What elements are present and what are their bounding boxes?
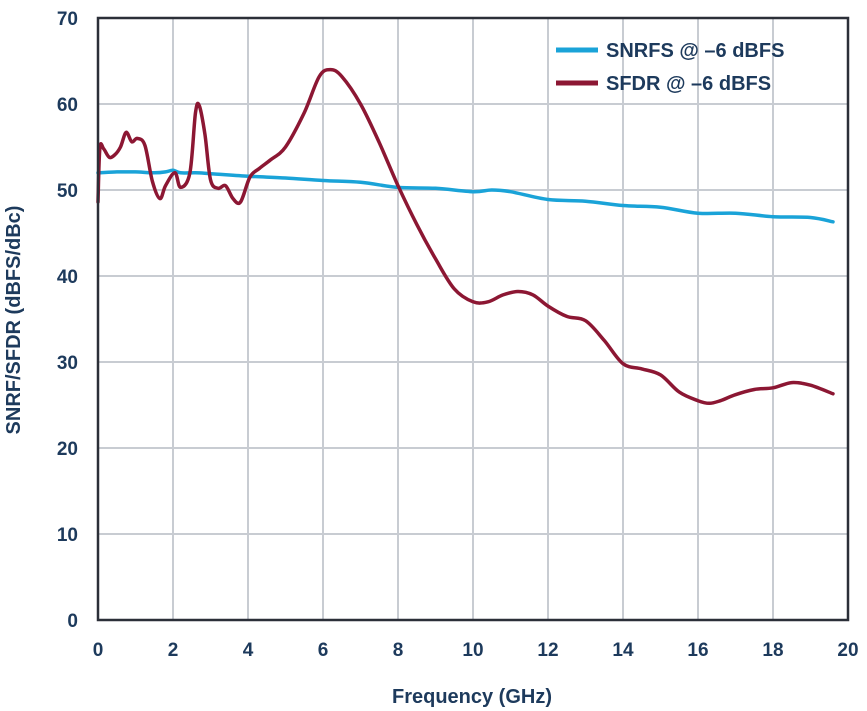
y-axis-ticks: 0 10 20 30 40 50 60 70 [57,9,78,632]
y-tick-label: 40 [57,267,78,288]
legend-label-1: SNRFS @ –6 dBFS [606,40,784,62]
x-axis-ticks: 0 2 4 6 8 10 12 14 16 18 20 [93,640,859,661]
x-tick-label: 12 [537,640,558,661]
plot-area [96,67,835,406]
x-tick-label: 0 [93,640,104,661]
x-tick-label: 6 [318,640,329,661]
y-tick-label: 10 [57,525,78,546]
y-tick-label: 50 [57,181,78,202]
y-axis-title: SNRF/SFDR (dBFS/dBc) [3,206,25,435]
y-tick-label: 70 [57,9,78,30]
legend: SNRFS @ –6 dBFS SFDR @ –6 dBFS [556,40,784,95]
x-tick-label: 10 [462,640,483,661]
x-tick-label: 8 [393,640,404,661]
legend-label-2: SFDR @ –6 dBFS [606,73,771,95]
y-tick-label: 60 [57,95,78,116]
x-tick-label: 4 [243,640,254,661]
x-axis-title: Frequency (GHz) [392,686,552,708]
x-tick-label: 16 [687,640,708,661]
x-tick-label: 2 [168,640,179,661]
y-tick-label: 20 [57,439,78,460]
series-line-1 [96,168,835,224]
plot-frame [96,16,850,622]
y-tick-label: 30 [57,353,78,374]
x-tick-label: 14 [612,640,634,661]
x-tick-label: 18 [762,640,783,661]
grid [98,18,848,620]
series-line-2 [96,67,835,406]
y-tick-label: 0 [67,611,78,632]
x-tick-label: 20 [837,640,858,661]
